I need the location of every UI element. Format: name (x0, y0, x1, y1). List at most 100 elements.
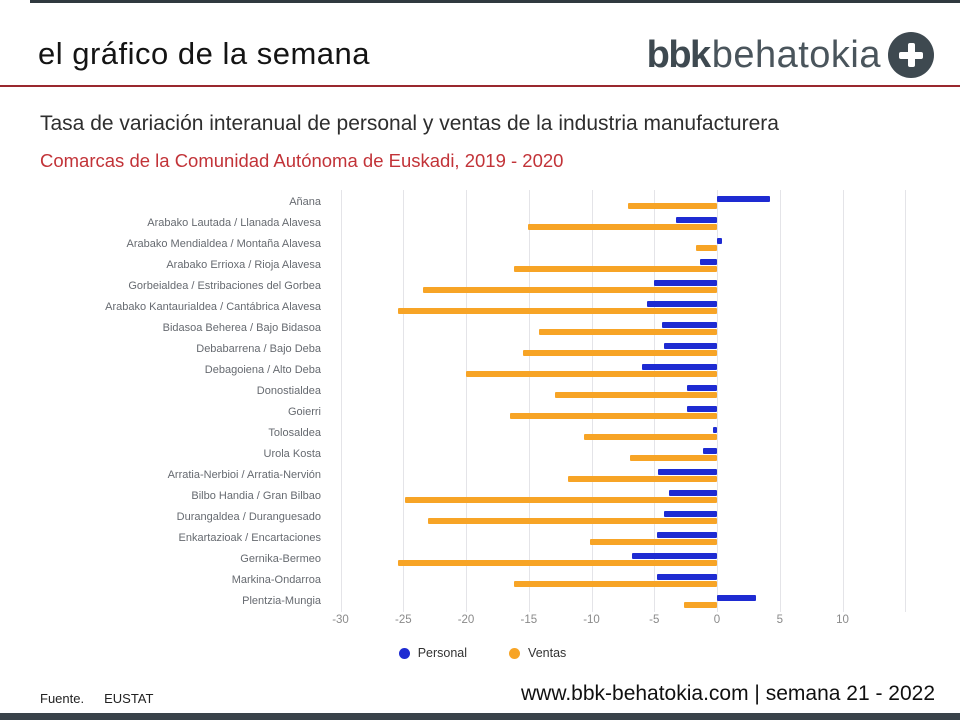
plot-gridlines (333, 190, 935, 612)
bar-ventas (398, 560, 718, 566)
bar-ventas (630, 455, 717, 461)
bar-personal (713, 427, 718, 433)
bar-personal (686, 385, 717, 391)
x-tick-label: 0 (713, 614, 721, 626)
row-track (333, 360, 935, 381)
bar-ventas (584, 434, 717, 440)
x-tick-label: -30 (332, 614, 349, 626)
footer-site-text: www.bbk-behatokia.com | semana 21 - 2022 (520, 682, 935, 705)
bar-ventas (510, 413, 718, 419)
bbk-behatokia-logo: bbk behatokia (647, 32, 934, 78)
chart-row: Arabako Mendialdea / Montaña Alavesa (30, 234, 935, 255)
x-tick-label: -25 (394, 614, 412, 626)
chart-row: Plentzia-Mungia (30, 591, 935, 612)
row-track (333, 549, 935, 570)
gridline (466, 190, 467, 612)
row-track (333, 381, 935, 402)
category-label: Markina-Ondarroa (231, 574, 321, 586)
bottom-accent-bar (0, 713, 960, 720)
chart-legend: Personal Ventas (30, 646, 935, 660)
bar-personal (656, 532, 717, 538)
category-label: Arabako Mendialdea / Montaña Alavesa (126, 238, 321, 250)
chart-row: Tolosaldea (30, 423, 935, 444)
logo-text-bold: bbk (646, 33, 712, 76)
chart-row: Markina-Ondarroa (30, 570, 935, 591)
bar-personal (717, 196, 770, 202)
chart-row: Añana (30, 192, 935, 213)
legend-dot-icon (509, 647, 521, 659)
x-tick-label: 10 (836, 614, 849, 626)
legend-label: Personal (417, 646, 468, 660)
row-track (333, 591, 935, 612)
chart-row: Bidasoa Beherea / Bajo Bidasoa (30, 318, 935, 339)
row-track (333, 465, 935, 486)
gridline (905, 190, 907, 612)
x-tick-label: -5 (649, 614, 660, 626)
bar-ventas (398, 308, 718, 314)
bar-personal (631, 553, 717, 559)
row-track (333, 486, 935, 507)
bar-personal (656, 574, 717, 580)
category-label: Durangaldea / Duranguesado (176, 511, 321, 523)
bar-personal (686, 406, 717, 412)
gridline (340, 190, 342, 612)
category-label: Enkartazioak / Encartaciones (178, 532, 321, 544)
row-track (333, 423, 935, 444)
category-label: Gorbeialdea / Estribaciones del Gorbea (128, 280, 321, 292)
row-track (333, 297, 935, 318)
bar-ventas (423, 287, 718, 293)
legend-item-personal: Personal (398, 646, 468, 660)
bar-ventas (466, 371, 717, 377)
row-track (333, 255, 935, 276)
category-label: Debagoiena / Alto Deba (204, 364, 321, 376)
bar-personal (703, 448, 717, 454)
plus-circle-icon (888, 32, 934, 78)
source-value: EUSTAT (104, 691, 154, 706)
gridline (717, 190, 718, 612)
legend-item-ventas: Ventas (509, 646, 566, 660)
category-label: Arabako Kantaurialdea / Cantábrica Alave… (105, 301, 321, 313)
gridline (403, 190, 405, 612)
chart-row: Gorbeialdea / Estribaciones del Gorbea (30, 276, 935, 297)
gridline (528, 190, 530, 612)
chart-row: Enkartazioak / Encartaciones (30, 528, 935, 549)
category-label: Bidasoa Beherea / Bajo Bidasoa (162, 322, 321, 334)
bar-ventas (404, 497, 717, 503)
category-label: Tolosaldea (268, 427, 321, 439)
gridline (779, 190, 781, 612)
chart-title: Tasa de variación interanual de personal… (40, 112, 779, 135)
header-divider (0, 85, 960, 87)
bar-ventas (590, 539, 718, 545)
legend-label: Ventas (528, 646, 567, 660)
chart-row: Urola Kosta (30, 444, 935, 465)
chart-subtitle: Comarcas de la Comunidad Autónoma de Eus… (40, 150, 564, 171)
legend-dot-icon (398, 647, 410, 659)
bar-ventas (428, 518, 717, 524)
bar-personal (658, 469, 717, 475)
chart-row: Donostialdea (30, 381, 935, 402)
category-label: Arabako Lautada / Llanada Alavesa (147, 217, 321, 229)
category-label: Bilbo Handia / Gran Bilbao (191, 490, 321, 502)
bar-personal (654, 280, 718, 286)
bar-ventas (684, 602, 717, 608)
bar-ventas (555, 392, 717, 398)
category-label: Arabako Errioxa / Rioja Alavesa (166, 259, 321, 271)
bar-chart: Añana Arabako Lautada / Llanada Alavesa Ar… (30, 190, 940, 670)
bar-ventas (522, 350, 717, 356)
chart-row: Arabako Kantaurialdea / Cantábrica Alave… (30, 297, 935, 318)
bar-personal (675, 217, 717, 223)
plot-rows: Añana Arabako Lautada / Llanada Alavesa Ar… (30, 192, 935, 612)
row-track (333, 444, 935, 465)
category-label: Donostialdea (256, 385, 321, 397)
bar-personal (717, 595, 756, 601)
bar-personal (661, 322, 717, 328)
bar-ventas (567, 476, 717, 482)
bar-personal (641, 364, 717, 370)
row-track (333, 213, 935, 234)
category-label: Gernika-Bermeo (240, 553, 321, 565)
bar-personal (646, 301, 718, 307)
row-track (333, 570, 935, 591)
chart-row: Bilbo Handia / Gran Bilbao (30, 486, 935, 507)
logo-text-light: behatokia (711, 33, 881, 76)
chart-row: Arratia-Nerbioi / Arratia-Nervión (30, 465, 935, 486)
